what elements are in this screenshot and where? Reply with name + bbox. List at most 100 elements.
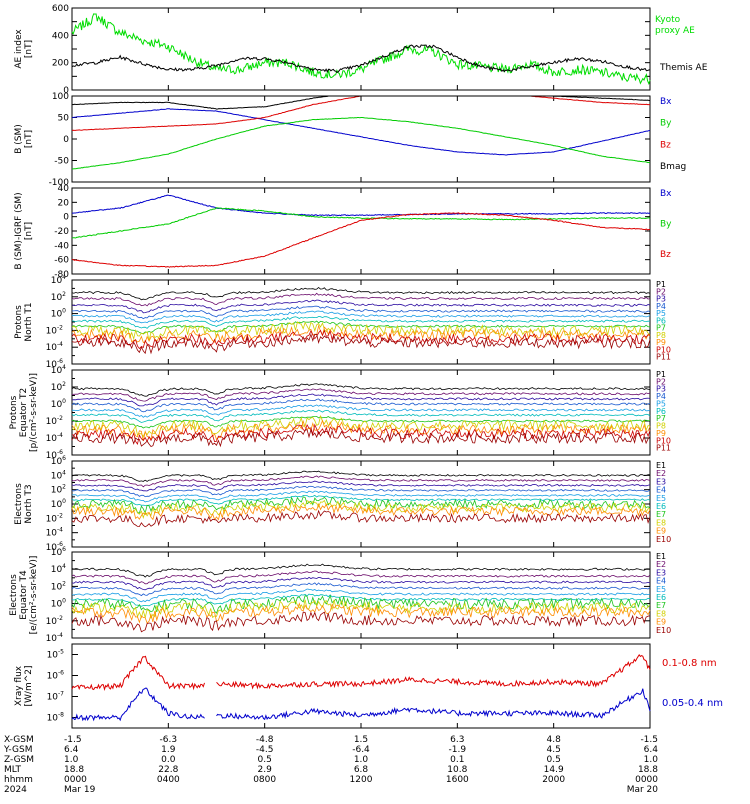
panel-7-ytick-label: 102 bbox=[51, 580, 66, 592]
panel-5-channel-p10 bbox=[71, 423, 651, 445]
legend-panel-5-p1: P1 bbox=[656, 370, 666, 379]
panel-1-ytick-label: 400 bbox=[52, 31, 69, 41]
panel-1-series-kyoto-proxy-ae bbox=[71, 13, 651, 85]
xaxis-row-value: Mar 20 bbox=[627, 785, 659, 795]
panel-5-channel-p3 bbox=[71, 393, 651, 407]
panel-7-ylabel: Equator T4 bbox=[19, 570, 29, 620]
panel-5-ylabel: [p/(cm²-s-sr-keV)] bbox=[29, 373, 39, 452]
panel-5-ylabel: Protons bbox=[9, 395, 19, 429]
panel-6-channel-e10 bbox=[71, 509, 651, 528]
panel-5-ylabel: Equator T2 bbox=[19, 388, 29, 437]
panel-3-ytick-label: -80 bbox=[54, 270, 69, 280]
panel-7-ylabel: [e/(cm²-s-sr-keV)] bbox=[29, 556, 39, 635]
legend-panel-5-p4: P4 bbox=[656, 392, 666, 401]
xaxis-row-value: 0000 bbox=[635, 775, 658, 785]
panel-5-channel-p5 bbox=[71, 404, 651, 418]
xaxis-row-value: 18.8 bbox=[64, 765, 84, 775]
legend-panel-4-p5: P5 bbox=[656, 309, 666, 318]
panel-5-channel-p6 bbox=[71, 409, 651, 423]
panel-6-channel-e5 bbox=[71, 490, 651, 503]
panel-4-channel-p7 bbox=[71, 320, 651, 335]
xaxis-row-value: 1600 bbox=[446, 775, 469, 785]
legend-panel-4-p7: P7 bbox=[656, 324, 666, 333]
legend-panel-7-e8: E8 bbox=[656, 609, 666, 618]
xaxis-row-value: 14.9 bbox=[544, 765, 564, 775]
panel-2-series-bx bbox=[71, 108, 651, 156]
panel-6-ytick-label: 104 bbox=[51, 469, 66, 481]
panel-4-channel-p2 bbox=[71, 292, 651, 307]
panel-4-ytick-label: 102 bbox=[51, 291, 66, 303]
panel-2-frame bbox=[71, 95, 651, 183]
panel-6-ytick-label: 106 bbox=[51, 455, 66, 467]
legend-panel-7-e6: E6 bbox=[656, 593, 666, 602]
panel-6-ytick-label: 10-4 bbox=[46, 527, 64, 539]
legend-panel-5-p11: P11 bbox=[656, 444, 671, 453]
xaxis-row-value: 10.8 bbox=[447, 765, 467, 775]
panel-1-ytick-label: 0 bbox=[63, 86, 69, 96]
panel-7-channel-e1 bbox=[71, 563, 651, 578]
panel-5-channel-p4 bbox=[71, 398, 651, 413]
panel-2-ylabel: [nT] bbox=[24, 130, 34, 148]
xaxis-row-value: 1.0 bbox=[644, 755, 659, 765]
xaxis-row-value: 4.8 bbox=[547, 735, 562, 745]
panel-6-ytick-label: 10-2 bbox=[46, 512, 64, 524]
legend-bz: Bz bbox=[660, 250, 671, 260]
legend-panel-7-e3: E3 bbox=[656, 568, 666, 577]
panel-3-ylabel: [nT] bbox=[24, 222, 34, 240]
panel-4-channel-p6 bbox=[71, 316, 650, 329]
panel-5-channel-p7 bbox=[71, 416, 651, 429]
panel-4-channel-p3 bbox=[71, 299, 651, 314]
panel-2-ytick-label: -100 bbox=[49, 178, 70, 188]
panel-5-channel-p2 bbox=[71, 388, 651, 402]
legend-panel-5-p2: P2 bbox=[656, 377, 666, 386]
panel-7-channel-e6 bbox=[71, 593, 651, 607]
xaxis-row-value: 0.5 bbox=[258, 755, 272, 765]
panel-7-ytick-label: 10-2 bbox=[46, 615, 64, 627]
legend-panel-6-e7: E7 bbox=[656, 510, 666, 519]
panel-4-channel-p9 bbox=[71, 324, 651, 343]
panel-8-ytick-label: 10-8 bbox=[47, 712, 65, 724]
panel-1-ylabel: AE index bbox=[14, 29, 24, 69]
panel-2-series-by bbox=[71, 117, 651, 170]
legend-panel-5-p9: P9 bbox=[656, 429, 666, 438]
legend-panel-6-e3: E3 bbox=[656, 477, 666, 486]
panel-1-series-themis-ae bbox=[71, 44, 651, 73]
panel-8-ytick-label: 10-5 bbox=[47, 649, 65, 661]
panel-3-ylabel: B (SM)-IGRF (SM) bbox=[14, 192, 24, 269]
xaxis-row-label-x-gsm: X-GSM bbox=[4, 735, 34, 745]
panel-5-channel-p1 bbox=[71, 383, 651, 397]
xaxis-row-value: 0.0 bbox=[161, 755, 176, 765]
legend-themis-ae: Themis AE bbox=[659, 63, 708, 73]
panel-5-ytick-label: 104 bbox=[51, 364, 66, 376]
legend-xray-long: 0.1-0.8 nm bbox=[662, 658, 717, 669]
panel-5-ytick-label: 100 bbox=[51, 398, 66, 410]
xaxis-row-value: -4.8 bbox=[256, 735, 274, 745]
xaxis-row-value: 6.8 bbox=[354, 765, 369, 775]
xaxis-row-label-2024: 2024 bbox=[4, 785, 27, 795]
panel-7-channel-e5 bbox=[71, 588, 651, 603]
xaxis-row-value: -1.9 bbox=[449, 745, 467, 755]
xaxis-row-value: 0.5 bbox=[547, 755, 561, 765]
legend-panel-6-e10: E10 bbox=[656, 535, 671, 544]
panel-6-channel-e7 bbox=[71, 496, 651, 515]
panel-3-frame bbox=[71, 187, 651, 275]
panel-5-channel-p11 bbox=[71, 428, 651, 448]
legend-panel-7-e5: E5 bbox=[656, 585, 666, 594]
legend-panel-4-p9: P9 bbox=[656, 338, 666, 347]
panel-4-ytick-label: 10-2 bbox=[46, 324, 64, 336]
legend-panel-4-p2: P2 bbox=[656, 287, 666, 296]
xaxis-row-value: 1.0 bbox=[354, 755, 369, 765]
panel-2-ytick-label: 50 bbox=[58, 114, 70, 124]
legend-panel-7-e10: E10 bbox=[656, 626, 671, 635]
panel-7-ytick-label: 104 bbox=[51, 563, 66, 575]
panel-4-channel-p4 bbox=[72, 305, 651, 320]
legend-panel-4-p3: P3 bbox=[656, 295, 666, 304]
panel-2-ytick-label: 0 bbox=[63, 135, 69, 145]
legend-kyoto-proxy-ae-2: proxy AE bbox=[655, 26, 695, 36]
xaxis-row-value: -1.5 bbox=[640, 735, 658, 745]
legend-bx: Bx bbox=[660, 97, 672, 107]
panel-2-ytick-label: -50 bbox=[54, 157, 69, 167]
xaxis-row-value: -4.5 bbox=[256, 745, 274, 755]
panel-6-channel-e9 bbox=[71, 502, 651, 521]
legend-panel-5-p6: P6 bbox=[656, 407, 666, 416]
